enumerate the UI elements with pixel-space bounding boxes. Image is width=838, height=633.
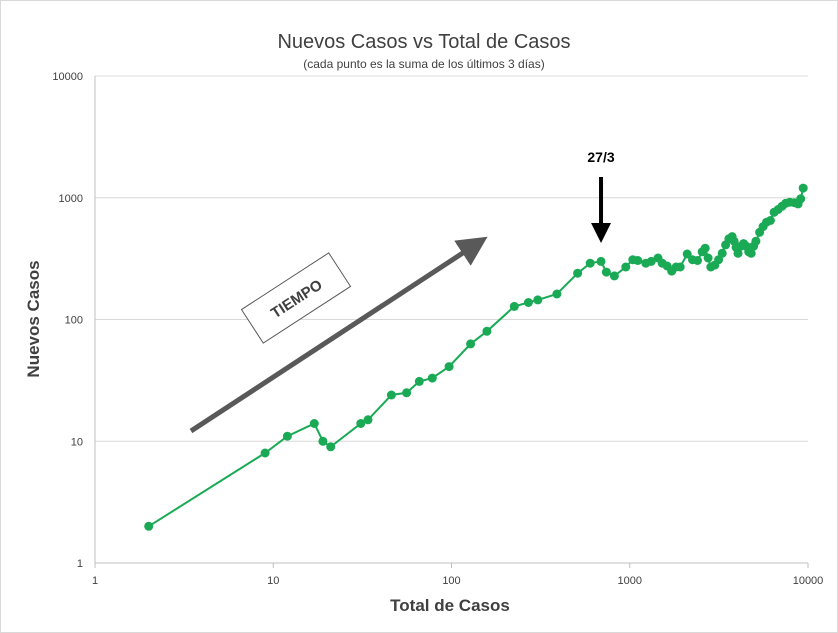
data-point <box>414 376 424 386</box>
data-point <box>482 326 492 336</box>
data-point <box>765 216 775 225</box>
date-annotation-label: 27/3 <box>587 149 614 165</box>
tiempo-box: TIEMPO <box>240 252 352 344</box>
data-point <box>509 301 519 311</box>
data-point <box>466 339 476 349</box>
data-point <box>675 262 685 272</box>
data-point <box>427 373 437 383</box>
x-tick-labels: 1 10 100 1000 10000 <box>92 575 823 587</box>
data-point <box>633 256 643 265</box>
data-point <box>682 249 692 259</box>
y-tick-label: 100 <box>65 315 83 327</box>
y-axis-title: Nuevos Casos <box>24 260 43 377</box>
data-point <box>573 268 583 278</box>
tiempo-box-border <box>240 252 352 344</box>
data-point <box>609 271 619 281</box>
data-point <box>282 431 292 441</box>
data-point <box>363 415 373 425</box>
x-tick-label: 100 <box>442 575 460 587</box>
axes <box>94 76 809 568</box>
x-tick-label: 1000 <box>618 575 642 587</box>
data-point <box>386 390 396 400</box>
data-point <box>700 243 710 253</box>
x-axis-title: Total de Casos <box>390 596 510 615</box>
data-point <box>596 256 606 266</box>
data-point <box>523 298 533 307</box>
data-point <box>796 194 806 204</box>
data-point <box>751 236 761 246</box>
data-point <box>585 258 595 268</box>
data-point <box>552 289 562 299</box>
data-point <box>621 262 631 272</box>
chart-title: Nuevos Casos vs Total de Casos <box>277 31 570 53</box>
x-tick-label: 10000 <box>793 575 824 587</box>
y-tick-label: 10000 <box>52 71 83 83</box>
data-point <box>717 248 727 258</box>
data-point <box>533 295 543 305</box>
data-point <box>356 419 366 428</box>
y-tick-labels: 1 10 100 1000 10000 <box>52 71 83 570</box>
x-tick-label: 10 <box>267 575 279 587</box>
series-group <box>144 183 808 531</box>
data-point <box>309 419 319 428</box>
y-tick-label: 1 <box>77 558 83 570</box>
data-point <box>444 362 454 372</box>
data-point <box>402 388 412 398</box>
series-line <box>148 187 805 528</box>
y-tick-label: 10 <box>71 436 83 448</box>
y-tick-label: 1000 <box>59 193 83 205</box>
data-point <box>260 448 270 458</box>
data-point <box>693 256 702 265</box>
data-point <box>318 436 328 446</box>
data-point <box>746 248 756 258</box>
data-point <box>601 267 611 277</box>
data-point <box>798 183 808 193</box>
gridlines <box>95 75 808 564</box>
x-tick-label: 1 <box>92 575 98 587</box>
tiempo-arrow <box>189 236 488 434</box>
data-point <box>144 521 154 531</box>
data-point <box>646 256 656 266</box>
data-point <box>326 442 336 452</box>
chart-subtitle: (cada punto es la suma de los últimos 3 … <box>303 57 544 71</box>
data-point <box>733 248 743 258</box>
data-point <box>703 253 713 263</box>
